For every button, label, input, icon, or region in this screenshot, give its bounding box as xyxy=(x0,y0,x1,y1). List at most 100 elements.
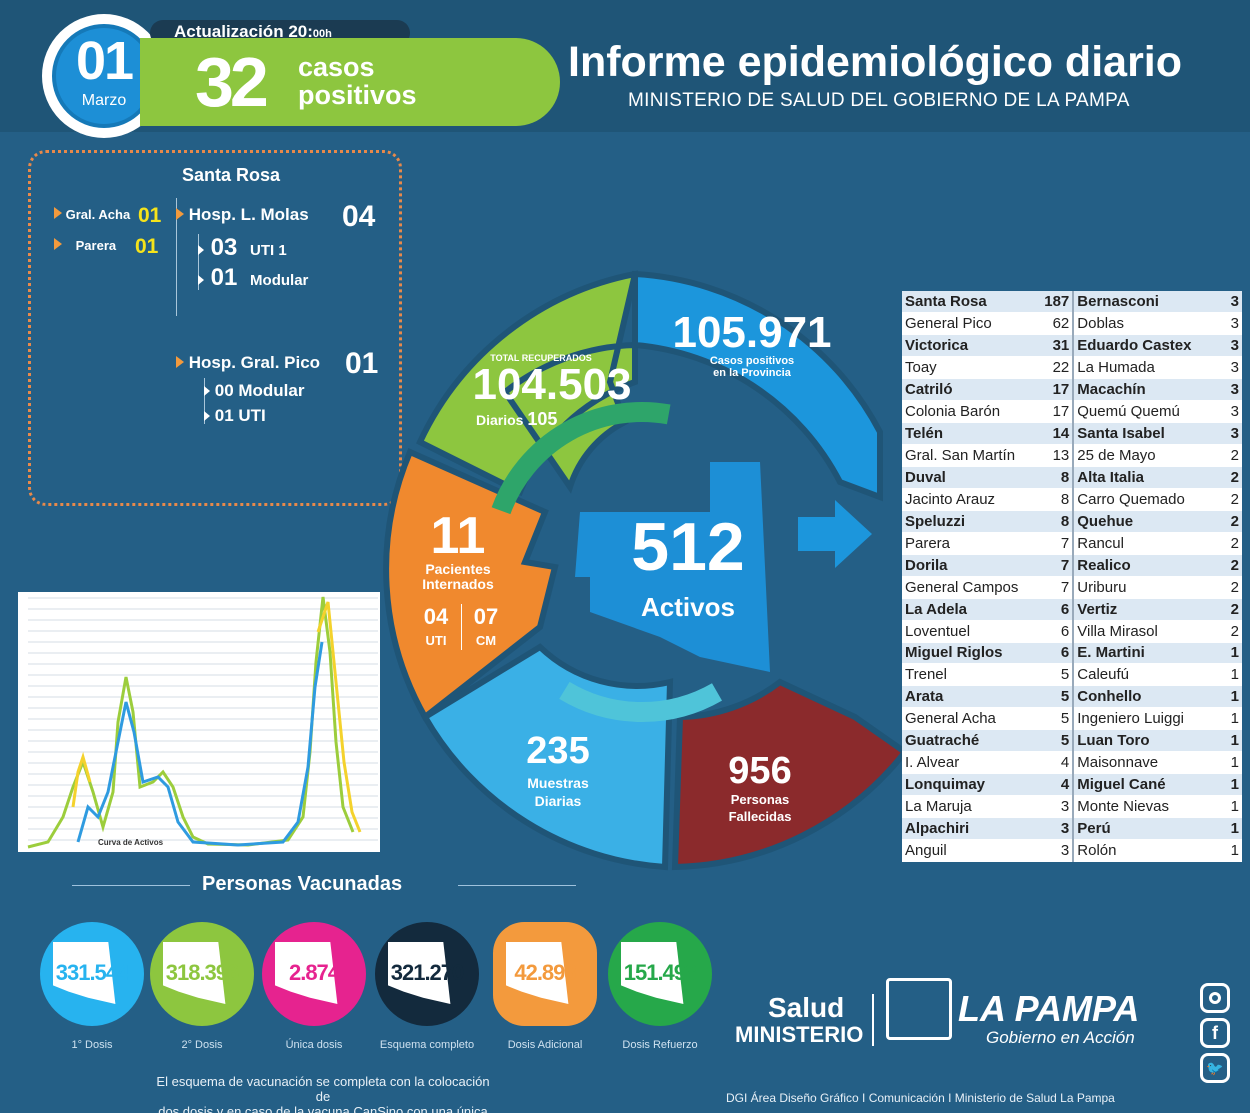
table-row: Trenel 5 Caleufú 1 xyxy=(902,663,1242,687)
locality-name: Perú xyxy=(1072,817,1213,840)
table-row: Loventuel 6 Villa Mirasol 2 xyxy=(902,620,1242,643)
locality-name: Duval xyxy=(902,466,1042,489)
locality-count: 5 xyxy=(1041,729,1074,753)
arrow-right-icon xyxy=(198,275,204,285)
locality-name: Speluzzi xyxy=(902,510,1042,533)
locality-count: 1 xyxy=(1212,773,1242,797)
table-row: Gral. San Martín 13 25 de Mayo 2 xyxy=(902,444,1242,467)
locality-name: Telén xyxy=(902,422,1042,446)
date-badge-inner xyxy=(52,24,156,128)
arrow-right-icon xyxy=(54,207,62,219)
muestras-label-2: Diarias xyxy=(534,793,582,809)
locality-name: Doblas xyxy=(1072,312,1213,336)
center-value: 512 xyxy=(631,509,745,585)
pico-modular-row: 00 Modular xyxy=(204,381,304,401)
table-row: General Campos 7 Uriburu 2 xyxy=(902,576,1242,599)
vaccine-label: 1° Dosis xyxy=(71,1039,113,1051)
locality-name: Arata xyxy=(902,685,1042,709)
locality-name: Carro Quemado xyxy=(1072,488,1213,511)
locality-name: Quehue xyxy=(1072,510,1213,533)
locality-count: 5 xyxy=(1041,663,1074,687)
table-row: Telén 14 Santa Isabel 3 xyxy=(902,422,1242,446)
vaccine-badge xyxy=(608,922,712,1026)
center-label: Activos xyxy=(641,592,735,622)
uti-value: 04 xyxy=(423,604,449,629)
pico-row: Hosp. Gral. Pico xyxy=(176,353,320,373)
divider xyxy=(204,378,205,424)
muestras-value: 235 xyxy=(526,730,590,772)
locality-name: Catriló xyxy=(902,378,1042,402)
update-prefix: Actualización xyxy=(174,22,284,41)
arrow-right-icon xyxy=(198,245,204,255)
molas-label: Hosp. L. Molas xyxy=(188,205,309,224)
summary-donut xyxy=(383,270,910,871)
locality-name: Bernasconi xyxy=(1072,291,1213,314)
locality-count: 1 xyxy=(1212,685,1242,709)
locality-name: Parera xyxy=(902,532,1042,555)
twitter-icon[interactable]: 🐦 xyxy=(1200,1053,1230,1083)
table-row: Guatraché 5 Luan Toro 1 xyxy=(902,729,1242,753)
locality-count: 1 xyxy=(1212,817,1242,840)
muestras-label-1: Muestras xyxy=(527,775,589,791)
table-row: Miguel Riglos 6 E. Martini 1 xyxy=(902,642,1242,665)
vaccine-value: 318.396 xyxy=(165,960,240,985)
arrow-right-icon xyxy=(204,411,210,421)
cases-number: 32 xyxy=(195,43,269,121)
parera-label: Parera xyxy=(75,238,117,253)
curve-green-line xyxy=(27,596,355,849)
divider xyxy=(458,885,576,886)
locality-count: 1 xyxy=(1212,839,1242,862)
locality-count: 187 xyxy=(1041,291,1074,314)
slogan-text: Gobierno en Acción xyxy=(986,1028,1135,1047)
locality-count: 3 xyxy=(1041,795,1074,818)
locality-count: 3 xyxy=(1212,400,1242,424)
pico-uti-row: 01 UTI xyxy=(204,406,266,426)
locality-name: Miguel Riglos xyxy=(902,642,1042,665)
locality-name: Villa Mirasol xyxy=(1072,620,1213,643)
locality-name: Alpachiri xyxy=(902,817,1042,840)
table-row: Toay 22 La Humada 3 xyxy=(902,356,1242,380)
locality-name: General Acha xyxy=(902,707,1042,731)
hospital-box xyxy=(28,150,402,506)
locality-name: Uriburu xyxy=(1072,576,1213,599)
locality-name: Dorila xyxy=(902,554,1042,577)
locality-name: Conhello xyxy=(1072,685,1213,709)
vaccine-value: 151.498 xyxy=(623,960,698,985)
curve-yellow-line xyxy=(71,601,362,833)
locality-count: 2 xyxy=(1212,488,1242,511)
recovered-segment xyxy=(416,270,638,497)
vaccines-title: Personas Vacunadas xyxy=(202,873,403,895)
locality-count: 1 xyxy=(1212,642,1242,665)
cm-label: CM xyxy=(475,633,497,648)
modular-row: 01 Modular xyxy=(198,264,308,292)
locality-count: 22 xyxy=(1041,356,1074,380)
locality-count: 6 xyxy=(1041,598,1074,621)
locality-count: 1 xyxy=(1212,663,1242,687)
fallecidos-value: 956 xyxy=(728,750,792,792)
modular-value: 01 xyxy=(210,264,238,291)
positives-label-1: Casos positivos xyxy=(709,355,795,367)
locality-count: 2 xyxy=(1212,576,1242,599)
locality-count: 1 xyxy=(1212,795,1242,818)
locality-name: Realico xyxy=(1072,554,1213,577)
active-curve-chart: Curva de Activos xyxy=(18,592,380,852)
locality-name: Monte Nievas xyxy=(1072,795,1213,818)
recovered-daily-value: 105 xyxy=(527,409,558,429)
locality-name: Jacinto Arauz xyxy=(902,488,1042,511)
fallecidos-label-2: Fallecidas xyxy=(728,809,792,824)
la-pampa-emblem-icon xyxy=(886,978,952,1040)
locality-name: 25 de Mayo xyxy=(1072,444,1213,467)
arrow-right-icon xyxy=(176,208,184,220)
positives-segment xyxy=(632,270,883,502)
facebook-icon[interactable]: f xyxy=(1200,1018,1230,1048)
locality-count: 5 xyxy=(1041,707,1074,731)
table-row: Catriló 17 Macachín 3 xyxy=(902,378,1242,402)
divider xyxy=(176,198,177,316)
localities-table-body: Santa Rosa 187 Bernasconi 3 General Pico 62 Do… xyxy=(902,291,1242,862)
internados-value: 11 xyxy=(430,507,486,565)
instagram-icon[interactable] xyxy=(1200,983,1230,1013)
divider xyxy=(198,234,199,290)
table-row: Alpachiri 3 Perú 1 xyxy=(902,817,1242,840)
locality-count: 2 xyxy=(1212,444,1242,467)
locality-name: Rancul xyxy=(1072,532,1213,555)
